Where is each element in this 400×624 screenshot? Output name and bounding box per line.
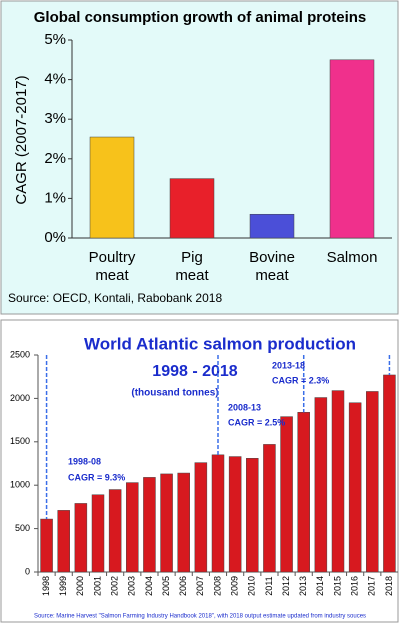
bar <box>211 454 225 573</box>
bar <box>91 494 105 573</box>
bar <box>169 178 215 239</box>
x-tick-label: Poultry meat <box>89 249 136 284</box>
bar <box>143 477 156 573</box>
bar <box>57 510 70 573</box>
annotation: 1998-08 <box>68 456 101 466</box>
y-tick-label: 4% <box>44 71 66 88</box>
y-tick-label: 1000 <box>10 480 30 490</box>
x-tick-label: 2000 <box>75 576 85 596</box>
x-tick-label: 2014 <box>315 576 325 596</box>
bar <box>331 390 345 573</box>
y-tick-label: 0 <box>25 566 30 576</box>
bar <box>297 412 310 573</box>
x-tick-label: 2006 <box>178 576 188 596</box>
bar <box>126 482 139 573</box>
bar <box>89 136 135 239</box>
annotation: 2008-13 <box>228 402 261 412</box>
bar <box>383 374 396 573</box>
bar <box>108 489 122 573</box>
x-tick-label: Bovine meat <box>249 249 295 284</box>
chart-title: World Atlantic salmon production <box>84 334 356 353</box>
bar <box>366 391 379 573</box>
bar <box>177 472 190 573</box>
x-tick-label: 1998 <box>41 576 51 596</box>
x-tick-label: 2002 <box>110 576 120 596</box>
x-tick-label: 2016 <box>350 576 360 596</box>
y-tick-label: 2000 <box>10 393 30 403</box>
bar <box>246 458 259 573</box>
x-tick-label: Pig meat <box>175 249 209 284</box>
annotation: CAGR = 2.3% <box>272 375 329 385</box>
x-tick-label: 2018 <box>384 576 394 596</box>
x-tick-label: 2003 <box>127 576 137 596</box>
y-tick-label: 1500 <box>10 436 30 446</box>
bar <box>280 416 293 573</box>
x-tick-label: 1999 <box>58 576 68 596</box>
x-tick-label: 2012 <box>281 576 291 596</box>
x-tick-label: 2017 <box>367 576 377 596</box>
x-tick-label: 2010 <box>247 576 257 596</box>
y-tick-label: 2% <box>44 150 66 167</box>
x-tick-label: Salmon <box>327 249 378 266</box>
bar <box>329 59 375 239</box>
y-axis-label: CAGR (2007-2017) <box>13 75 30 204</box>
bar <box>314 397 328 573</box>
bar <box>249 213 295 239</box>
x-tick-label: 2015 <box>332 576 342 596</box>
chart-subtitle: 1998 - 2018 <box>152 363 238 380</box>
y-tick-label: 1% <box>44 189 66 206</box>
x-tick-label: 2001 <box>92 576 102 596</box>
y-tick-label: 3% <box>44 110 66 127</box>
bar <box>348 402 362 573</box>
source: Source: OECD, Kontali, Rabobank 2018 <box>8 291 222 305</box>
annotation: CAGR = 9.3% <box>68 472 125 482</box>
x-tick-label: 2009 <box>230 576 240 596</box>
y-tick-label: 5% <box>44 31 66 48</box>
bar <box>40 518 53 573</box>
x-tick-label: 2013 <box>298 576 308 596</box>
x-tick-label: 2011 <box>264 576 274 595</box>
y-tick-label: 500 <box>15 523 30 533</box>
x-tick-label: 2008 <box>212 576 222 596</box>
y-tick-label: 0% <box>44 229 66 246</box>
x-tick-label: 2005 <box>161 576 171 596</box>
x-tick-label: 2004 <box>144 576 154 596</box>
bar <box>160 473 173 573</box>
chart-title: Global consumption growth of animal prot… <box>34 9 367 26</box>
bar <box>228 456 242 573</box>
x-tick-label: 2007 <box>195 576 205 596</box>
unit: (thousand tonnes) <box>131 388 218 399</box>
bar <box>74 503 88 573</box>
annotation: 2013-18 <box>272 360 305 370</box>
bar <box>263 444 276 573</box>
annotation: CAGR = 2.5% <box>228 417 285 427</box>
bar <box>194 462 208 573</box>
y-tick-label: 2500 <box>10 349 30 359</box>
source: Source: Marine Harvest "Salmon Farming I… <box>34 614 366 620</box>
